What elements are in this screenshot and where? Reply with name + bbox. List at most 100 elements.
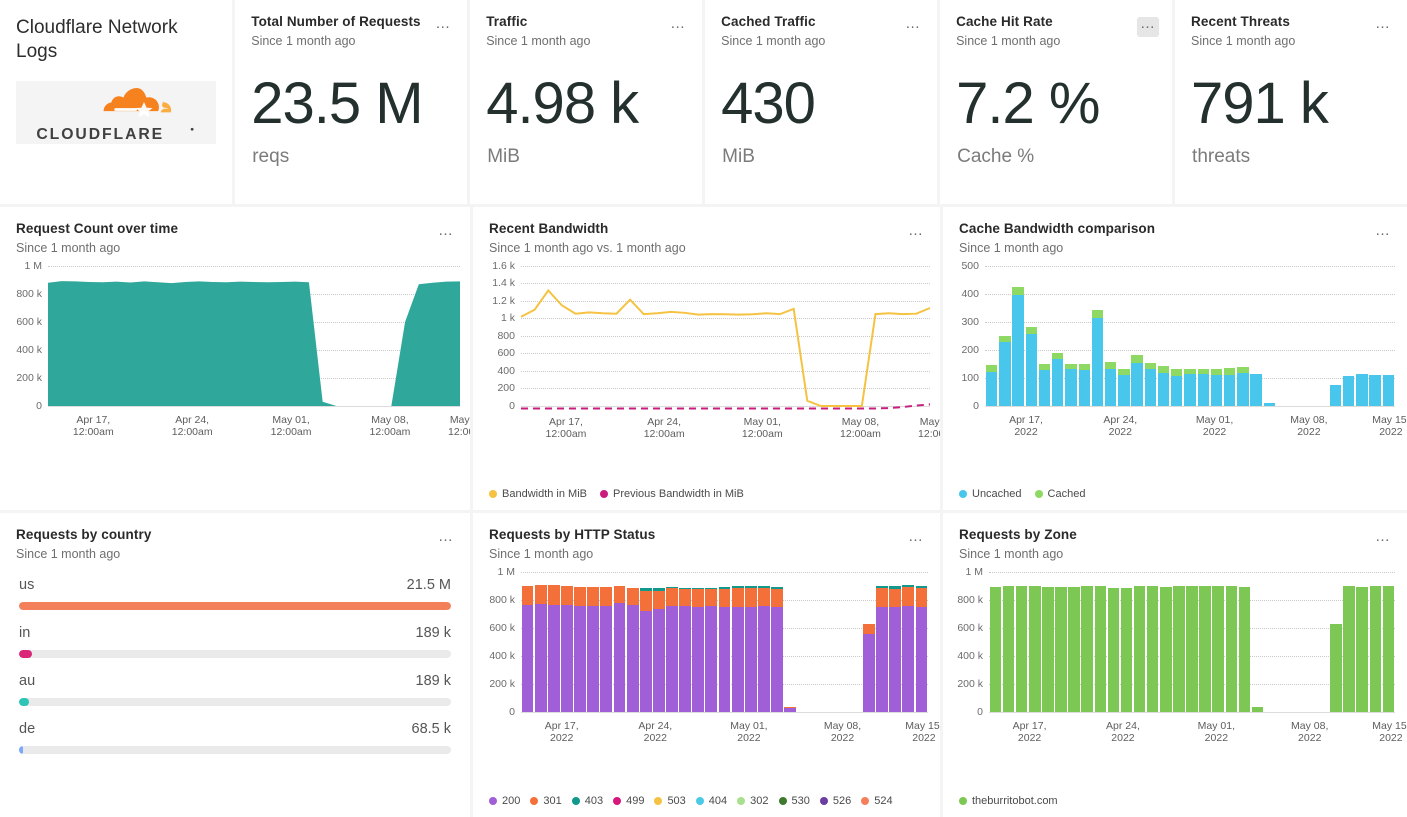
bar-segment[interactable] bbox=[1104, 362, 1117, 369]
bar-segment[interactable] bbox=[692, 606, 705, 712]
bar-segment[interactable] bbox=[1104, 368, 1117, 406]
bar-segment[interactable] bbox=[679, 587, 692, 589]
bar-segment[interactable] bbox=[1012, 294, 1024, 406]
legend-item[interactable]: 301 bbox=[530, 795, 562, 807]
bar-segment[interactable] bbox=[1068, 587, 1080, 712]
card-menu-icon[interactable]: … bbox=[1375, 15, 1391, 32]
bar-segment[interactable] bbox=[692, 588, 705, 607]
bar-segment[interactable] bbox=[1251, 706, 1264, 712]
bar-segment[interactable] bbox=[718, 586, 731, 589]
bar-segment[interactable] bbox=[1212, 586, 1224, 712]
bar-segment[interactable] bbox=[1065, 369, 1077, 406]
card-menu-icon[interactable]: … bbox=[435, 15, 452, 32]
bar-segment[interactable] bbox=[1025, 334, 1037, 406]
bar-segment[interactable] bbox=[679, 588, 692, 607]
bar-segment[interactable] bbox=[1052, 352, 1064, 360]
bar-segment[interactable] bbox=[1250, 374, 1262, 406]
line-chart-recent-bandwidth[interactable]: 0 200 400 600 800 1 k 1.2 k 1.4 k 1.6 k Apr 17, 12… bbox=[492, 260, 940, 440]
legend-item[interactable]: Uncached bbox=[959, 488, 1022, 500]
bar-segment[interactable] bbox=[692, 587, 705, 589]
bar-segment[interactable] bbox=[731, 586, 744, 589]
card-menu-icon[interactable]: … bbox=[670, 15, 687, 32]
bar-segment[interactable] bbox=[521, 605, 534, 712]
card-menu-icon[interactable]: … bbox=[1375, 528, 1391, 545]
bar-segment[interactable] bbox=[574, 587, 586, 606]
bar-segment[interactable] bbox=[902, 587, 915, 606]
bar-segment[interactable] bbox=[915, 586, 928, 589]
bar-segment[interactable] bbox=[1197, 368, 1209, 375]
bar-segment[interactable] bbox=[534, 584, 547, 605]
card-menu-icon[interactable]: … bbox=[1375, 222, 1391, 239]
bar-chart-requests-by-zone[interactable]: 0 200 k 400 k 600 k 800 k 1 M Apr 17, 2022 Apr 2… bbox=[957, 566, 1407, 744]
bar-segment[interactable] bbox=[876, 586, 888, 589]
bar-segment[interactable] bbox=[999, 341, 1011, 406]
bar-segment[interactable] bbox=[652, 608, 665, 712]
bar-segment[interactable] bbox=[1356, 373, 1368, 406]
bar-segment[interactable] bbox=[1343, 586, 1355, 712]
bar-segment[interactable] bbox=[639, 591, 652, 611]
bar-segment[interactable] bbox=[999, 336, 1011, 342]
bar-segment[interactable] bbox=[1025, 327, 1037, 335]
bar-segment[interactable] bbox=[1356, 586, 1368, 712]
bar-segment[interactable] bbox=[985, 371, 998, 406]
bar-segment[interactable] bbox=[600, 605, 613, 712]
bar-segment[interactable] bbox=[705, 587, 718, 589]
legend-item[interactable]: 503 bbox=[654, 795, 686, 807]
bar-segment[interactable] bbox=[626, 587, 639, 606]
bar-segment[interactable] bbox=[1197, 374, 1209, 406]
bar-segment[interactable] bbox=[652, 590, 665, 609]
bar-segment[interactable] bbox=[731, 588, 744, 607]
bar-segment[interactable] bbox=[1146, 586, 1159, 712]
bar-segment[interactable] bbox=[1107, 588, 1120, 712]
bar-segment[interactable] bbox=[1369, 374, 1381, 406]
bar-segment[interactable] bbox=[1171, 369, 1183, 376]
bar-segment[interactable] bbox=[679, 606, 692, 712]
bar-segment[interactable] bbox=[784, 706, 797, 708]
bar-segment[interactable] bbox=[547, 585, 560, 605]
bar-segment[interactable] bbox=[889, 606, 902, 712]
bar-segment[interactable] bbox=[889, 588, 902, 607]
bar-segment[interactable] bbox=[1238, 586, 1251, 712]
bar-segment[interactable] bbox=[1237, 366, 1249, 373]
bar-segment[interactable] bbox=[587, 586, 600, 606]
bar-segment[interactable] bbox=[1120, 588, 1133, 712]
bar-segment[interactable] bbox=[1133, 586, 1146, 712]
bar-segment[interactable] bbox=[757, 586, 770, 589]
bar-segment[interactable] bbox=[1237, 372, 1249, 406]
bar-segment[interactable] bbox=[876, 588, 888, 607]
bar-segment[interactable] bbox=[771, 607, 783, 712]
bar-segment[interactable] bbox=[1078, 369, 1090, 406]
bar-segment[interactable] bbox=[1144, 362, 1156, 370]
bar-segment[interactable] bbox=[1012, 287, 1024, 295]
bar-chart-requests-by-status[interactable]: 0 200 k 400 k 600 k 800 k 1 M Apr 17, 2022 Apr 2… bbox=[489, 566, 940, 744]
bar-segment[interactable] bbox=[666, 587, 678, 589]
bar-segment[interactable] bbox=[718, 588, 731, 607]
bar-segment[interactable] bbox=[1029, 586, 1041, 712]
bar-segment[interactable] bbox=[1210, 368, 1223, 375]
bar-segment[interactable] bbox=[1094, 585, 1107, 712]
bar-segment[interactable] bbox=[1055, 587, 1067, 712]
legend-item[interactable]: 499 bbox=[613, 795, 644, 807]
card-menu-icon[interactable]: … bbox=[438, 222, 454, 239]
bar-segment[interactable] bbox=[1131, 362, 1143, 406]
bar-segment[interactable] bbox=[1223, 374, 1236, 406]
bar-segment[interactable] bbox=[757, 588, 770, 607]
bar-segment[interactable] bbox=[1225, 586, 1238, 712]
bar-segment[interactable] bbox=[613, 585, 626, 604]
bar-segment[interactable] bbox=[1091, 310, 1104, 319]
bar-segment[interactable] bbox=[915, 606, 928, 712]
bar-segment[interactable] bbox=[1382, 375, 1395, 406]
legend-item[interactable]: Bandwidth in MiB bbox=[489, 488, 587, 500]
bar-segment[interactable] bbox=[639, 610, 652, 712]
bar-segment[interactable] bbox=[889, 586, 902, 589]
country-row[interactable]: de 68.5 k bbox=[0, 721, 470, 754]
card-menu-icon[interactable]: … bbox=[908, 528, 924, 545]
bar-segment[interactable] bbox=[1184, 368, 1196, 375]
bar-segment[interactable] bbox=[1038, 364, 1051, 370]
bar-segment[interactable] bbox=[521, 586, 534, 606]
legend-item[interactable]: theburritobot.com bbox=[959, 795, 1058, 807]
bar-segment[interactable] bbox=[1157, 372, 1170, 406]
bar-segment[interactable] bbox=[1369, 585, 1382, 712]
bar-segment[interactable] bbox=[561, 585, 573, 605]
bar-segment[interactable] bbox=[705, 606, 718, 712]
